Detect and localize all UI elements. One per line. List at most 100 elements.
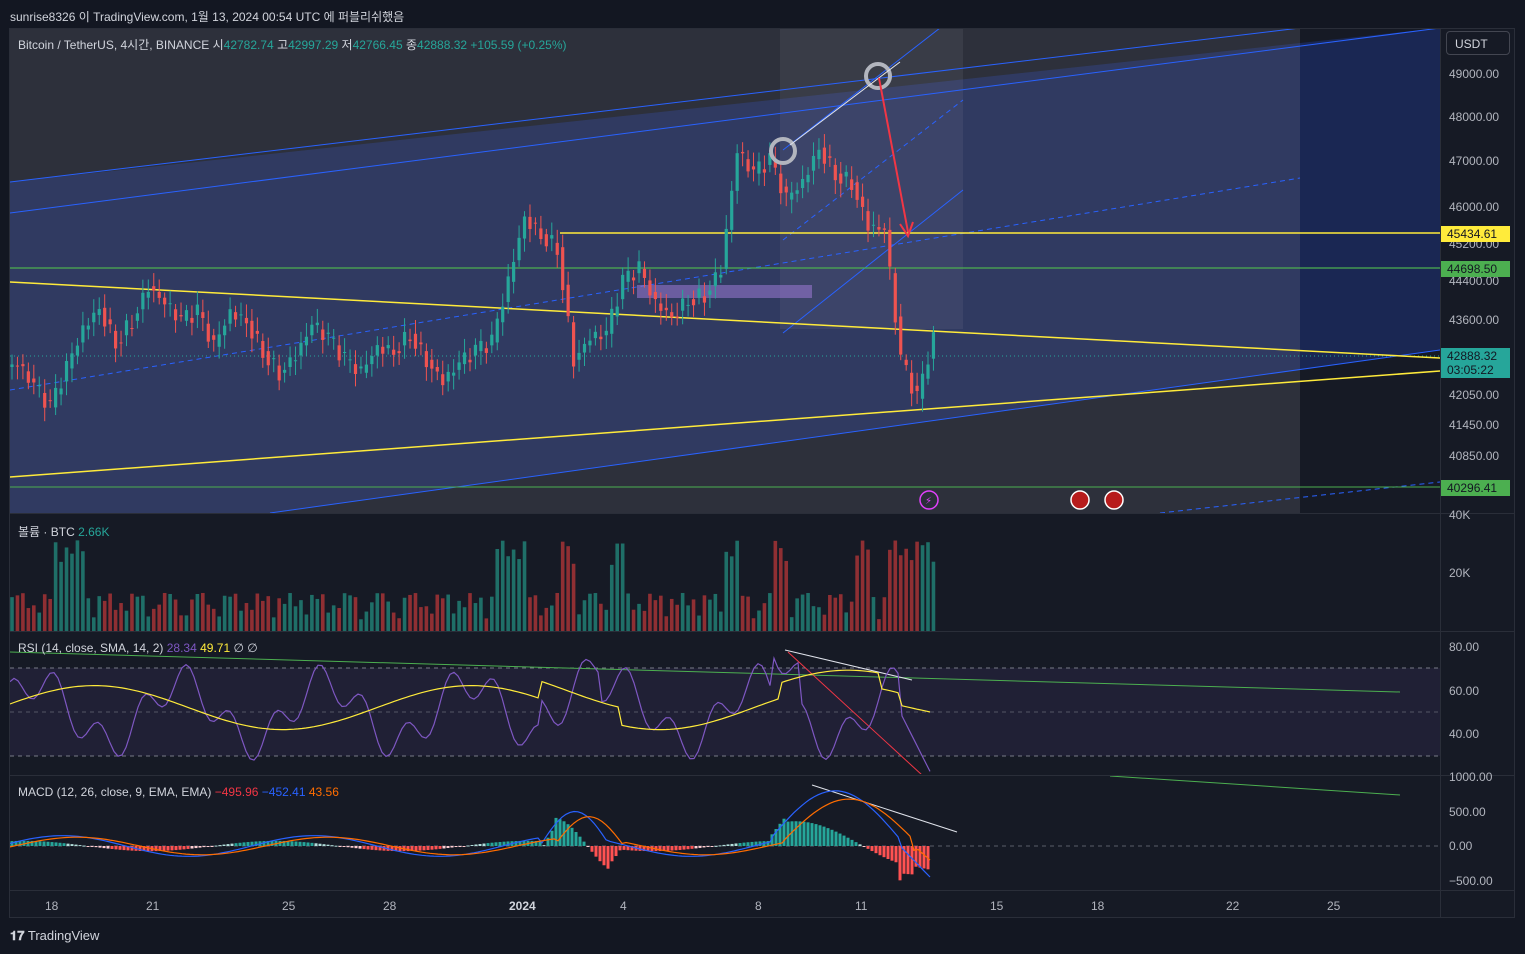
volume-bar [211, 608, 216, 631]
peak-marker-2 [864, 62, 892, 90]
macd-histogram-bar [598, 846, 602, 862]
candle-body [462, 352, 467, 365]
high-label: 고 [277, 38, 289, 52]
pane-separator[interactable] [10, 775, 1515, 776]
us-flag-icon[interactable] [1070, 490, 1090, 510]
macd-histogram-bar [238, 842, 242, 846]
macd-histogram-bar [434, 846, 438, 850]
volume-bar [838, 594, 843, 631]
macd-histogram-bar [482, 843, 486, 846]
candle-body [430, 359, 434, 369]
macd-histogram-bar [642, 846, 646, 852]
currency-button[interactable]: USDT [1446, 31, 1510, 55]
macd-histogram-bar [710, 846, 714, 847]
macd-histogram-bar [194, 846, 198, 849]
volume-legend[interactable]: 볼륨 · BTC 2.66K [18, 523, 109, 540]
event-icon[interactable] [919, 490, 939, 510]
volume-bar [386, 601, 391, 631]
candle-body [408, 339, 412, 342]
volume-bar [893, 540, 898, 631]
macd-histogram-bar [18, 840, 22, 846]
rsi-legend[interactable]: RSI (14, close, SMA, 14, 2) 28.34 49.71 … [18, 641, 258, 655]
macd-histogram-bar [698, 846, 702, 848]
candle-body [757, 161, 761, 174]
tradingview-logo[interactable]: 𝟏𝟕 TradingView [10, 928, 99, 944]
macd-histogram-bar [810, 823, 814, 846]
candle-body [691, 299, 696, 306]
volume-bar [544, 607, 549, 631]
main-legend[interactable]: Bitcoin / TetherUS, 4시간, BINANCE 시42782.… [18, 36, 567, 53]
volume-bar [97, 596, 102, 631]
volume-bar [866, 549, 870, 631]
volume-bar [517, 559, 521, 631]
candle-body [283, 369, 287, 373]
symbol-title[interactable]: Bitcoin / TetherUS, 4시간, BINANCE [18, 38, 210, 52]
candle-body [817, 149, 821, 160]
volume-bar [228, 596, 232, 631]
volume-bar [566, 546, 570, 631]
volume-bar [157, 604, 162, 631]
price-tag-level-45434: 45434.61 [1441, 226, 1510, 242]
signal-line [10, 798, 931, 861]
price-axis-border [1440, 28, 1441, 918]
volume-bar [424, 606, 429, 631]
volume-bar [495, 549, 500, 631]
macd-histogram-bar [754, 841, 758, 846]
macd-histogram-bar [726, 844, 730, 846]
volume-bar [811, 606, 816, 631]
candle-body [381, 346, 385, 354]
macd-histogram-bar [894, 846, 898, 863]
candle-body [70, 353, 74, 369]
macd-legend[interactable]: MACD (12, 26, close, 9, EMA, EMA) −495.9… [18, 785, 339, 799]
macd-histogram-bar [614, 846, 618, 857]
mini-channel-mid [782, 99, 964, 241]
pane-separator[interactable] [10, 631, 1515, 632]
volume-bar [484, 618, 489, 631]
candle-body [811, 155, 816, 171]
macd-histogram-bar [362, 846, 366, 850]
candle-body [26, 371, 30, 383]
rsi-extra: ∅ ∅ [233, 641, 258, 655]
candle-body [348, 359, 352, 361]
macd-histogram-bar [130, 846, 134, 851]
macd-histogram-bar [574, 832, 578, 846]
rsi-sma-line [10, 669, 931, 731]
macd-histogram-bar [630, 846, 634, 851]
volume-bar [555, 592, 560, 631]
macd-histogram-bar [262, 841, 266, 846]
volume-bar [190, 599, 194, 631]
volume-bar [86, 598, 91, 631]
macd-histogram-bar [770, 834, 774, 846]
volume-bar [746, 596, 750, 631]
candle-body [506, 276, 510, 303]
candle-body [806, 174, 810, 183]
macd-histogram-bar [890, 846, 894, 861]
candle-body [822, 147, 827, 164]
volume-bar [21, 593, 25, 631]
volume-bar [391, 612, 396, 631]
candle-body [784, 186, 788, 193]
macd-histogram-bar [286, 841, 290, 846]
pane-separator[interactable] [10, 513, 1515, 514]
volume-bar [768, 593, 772, 631]
rsi-sma-value: 49.71 [200, 641, 231, 655]
volume-bar [380, 593, 385, 631]
volume-bar [173, 599, 178, 631]
macd-histogram-bar [658, 846, 662, 852]
candle-body [92, 312, 96, 323]
volume-bar [615, 543, 620, 631]
macd-histogram-bar [666, 846, 670, 851]
candle-body [681, 298, 685, 311]
candle-body [457, 362, 461, 370]
macd-histogram-bar [694, 846, 698, 849]
macd-histogram-bar [626, 846, 630, 851]
low-label: 저 [341, 38, 353, 52]
volume-bar [909, 560, 914, 631]
macd-histogram-bar [294, 841, 298, 846]
us-flag-icon-2[interactable] [1104, 490, 1124, 510]
high-value: 42997.29 [288, 38, 339, 52]
macd-histogram-bar [462, 846, 466, 847]
volume-bar [490, 596, 494, 631]
volume-bar [271, 617, 276, 631]
